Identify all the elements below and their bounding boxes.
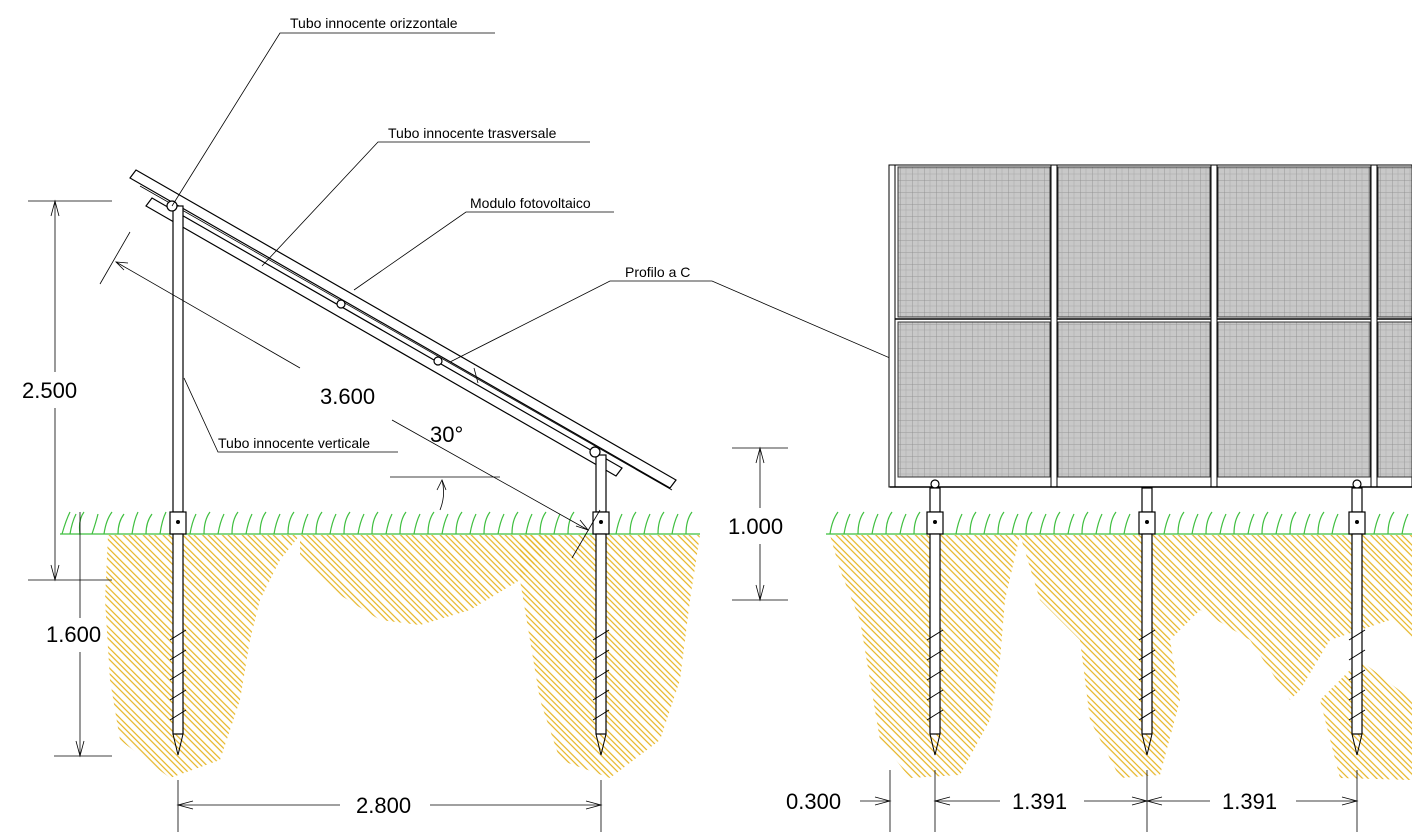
dim-edge-offset: 0.300 <box>786 789 841 814</box>
label-c-profile: Profilo a C <box>625 264 690 280</box>
panel-array <box>888 164 1412 488</box>
label-transverse-tube: Tubo innocente trasversale <box>388 125 557 141</box>
soil-front-3 <box>1320 660 1412 780</box>
soil-front-1 <box>830 535 1020 778</box>
leader-lines <box>171 32 891 453</box>
label-vertical-tube: Tubo innocente verticale <box>218 435 370 451</box>
dim-span-2: 1.391 <box>1222 789 1277 814</box>
soil-left <box>105 535 300 778</box>
label-pv-module: Modulo fotovoltaico <box>470 195 591 211</box>
side-view: Tubo innocente orizzontale Tubo innocent… <box>22 15 891 832</box>
clamp-2 <box>433 356 443 366</box>
label-horizontal-tube: Tubo innocente orizzontale <box>290 15 458 31</box>
rear-post <box>166 200 187 756</box>
dim-span-1: 1.391 <box>1012 789 1067 814</box>
clamp-1 <box>336 299 346 309</box>
dim-front-height: 1.000 <box>728 514 783 539</box>
soil-right <box>520 535 700 778</box>
front-view: 0.300 1.391 1.391 <box>786 164 1412 832</box>
dimension-lines <box>28 199 788 832</box>
dim-tilt-angle: 30° <box>430 422 463 447</box>
dim-screw-depth: 1.600 <box>46 622 101 647</box>
front-dimension-lines <box>860 770 1359 832</box>
grass-right <box>826 511 1412 535</box>
soil-middle <box>300 535 560 625</box>
dim-panel-length: 3.600 <box>320 384 375 409</box>
front-posts <box>926 479 1366 756</box>
dim-post-spacing: 2.800 <box>356 793 411 818</box>
dim-height-total: 2.500 <box>22 378 77 403</box>
soil-front-2 <box>1020 535 1412 778</box>
front-post <box>589 446 610 756</box>
tilted-panel <box>129 169 677 491</box>
